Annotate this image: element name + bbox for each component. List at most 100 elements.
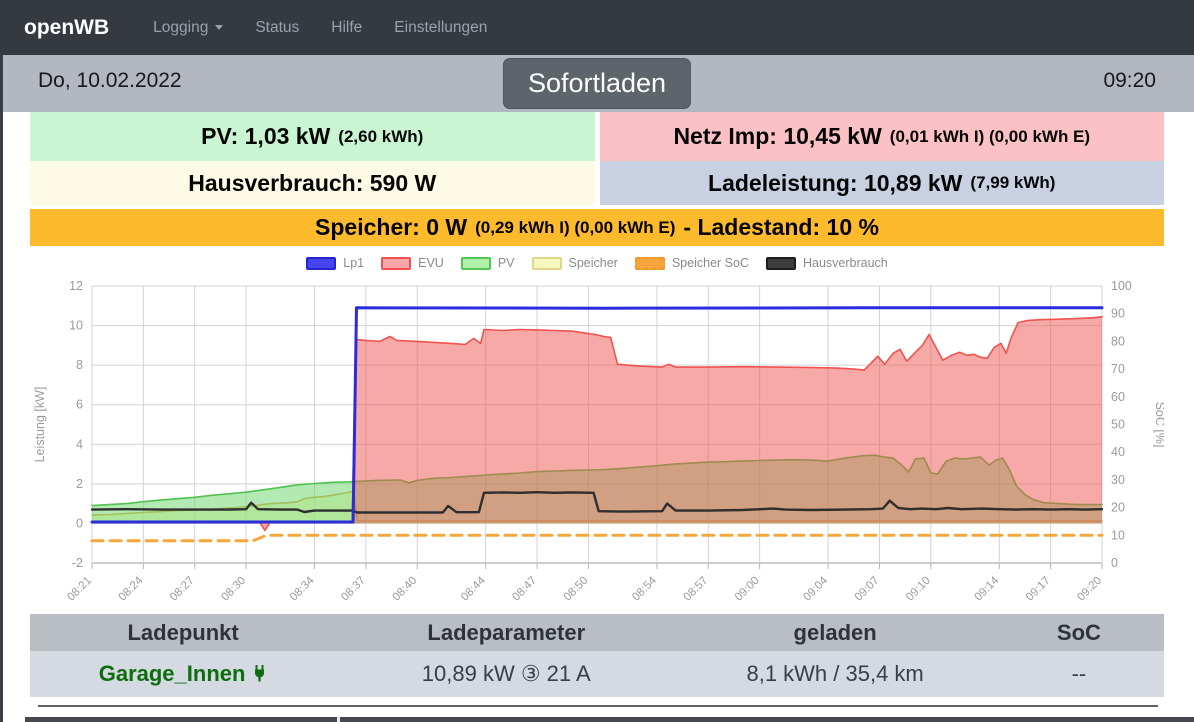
legend-swatch	[381, 256, 412, 270]
svg-text:09:17: 09:17	[1024, 575, 1053, 604]
svg-text:100: 100	[1111, 280, 1132, 293]
legend-swatch	[306, 256, 337, 270]
brand-logo: openWB	[24, 15, 110, 39]
svg-text:30: 30	[1111, 473, 1125, 487]
house-consumption-box: Hausverbrauch: 590 W	[30, 161, 595, 205]
svg-text:80: 80	[1111, 334, 1125, 348]
col-header-soc: SoC	[1056, 619, 1101, 645]
svg-text:60: 60	[1111, 390, 1125, 404]
svg-text:09:20: 09:20	[1075, 575, 1104, 604]
svg-text:08:50: 08:50	[562, 575, 591, 604]
caret-down-icon	[215, 25, 224, 30]
status-header-bar: Do, 10.02.2022 Sofortladen 09:20	[0, 55, 1194, 112]
col-header-geladen: geladen	[793, 619, 877, 645]
svg-text:09:14: 09:14	[973, 574, 1002, 603]
svg-text:SoC [%]: SoC [%]	[1153, 402, 1164, 448]
svg-text:Leistung [kW]: Leistung [kW]	[33, 387, 47, 463]
svg-text:8: 8	[76, 358, 83, 372]
next-section-edge-notch	[337, 717, 340, 722]
charged-amount: 8,1 kWh / 35,4 km	[746, 661, 924, 686]
chargepoint-table: Ladepunkt Ladeparameter geladen SoC Gara…	[30, 614, 1164, 697]
svg-text:09:04: 09:04	[801, 574, 830, 603]
svg-text:09:10: 09:10	[904, 575, 933, 604]
svg-text:08:34: 08:34	[288, 574, 317, 603]
battery-energy-value: (0,29 kWh I) (0,00 kWh E)	[475, 217, 676, 237]
grid-energy-value: (0,01 kWh I) (0,00 kWh E)	[889, 126, 1091, 146]
legend-label: PV	[497, 256, 515, 270]
svg-text:08:57: 08:57	[682, 575, 711, 604]
nav-item-hilfe[interactable]: Hilfe	[331, 18, 363, 36]
svg-text:6: 6	[76, 398, 83, 412]
pv-power-value: PV: 1,03 kW	[201, 123, 331, 149]
svg-text:20: 20	[1111, 501, 1125, 515]
charge-power-box: Ladeleistung: 10,89 kW (7,99 kWh)	[599, 161, 1164, 205]
charge-mode-button[interactable]: Sofortladen	[502, 58, 692, 109]
next-section-edge	[25, 717, 1194, 722]
legend-label: Speicher	[568, 256, 618, 270]
power-chart: 08:21 08:24 08:27 08:30 08:34 08:37 08:40 08:44…	[33, 280, 1164, 604]
chargepoint-parameters: 10,89 kW ③ 21 A	[421, 661, 591, 686]
legend-item-speicher[interactable]: Speicher	[531, 256, 618, 270]
current-date: Do, 10.02.2022	[38, 69, 182, 92]
current-time: 09:20	[1103, 69, 1156, 92]
legend-item-hausverbrauch[interactable]: Hausverbrauch	[765, 256, 888, 270]
svg-text:08:54: 08:54	[630, 574, 659, 603]
pv-power-box: PV: 1,03 kW (2,60 kWh)	[30, 112, 595, 161]
house-consumption-value: Hausverbrauch: 590 W	[188, 169, 437, 196]
nav-item-einstellungen[interactable]: Einstellungen	[394, 18, 488, 36]
svg-text:08:30: 08:30	[219, 575, 248, 604]
svg-text:90: 90	[1111, 307, 1125, 321]
svg-text:08:21: 08:21	[65, 575, 94, 604]
pv-energy-value: (2,60 kWh)	[338, 126, 424, 146]
nav-item-logging[interactable]: Logging	[153, 19, 224, 37]
legend-label: EVU	[418, 256, 444, 270]
col-header-ladeparameter: Ladeparameter	[427, 619, 586, 645]
svg-text:08:40: 08:40	[391, 575, 420, 604]
charge-energy-value: (7,99 kWh)	[970, 173, 1056, 192]
svg-text:4: 4	[76, 437, 83, 451]
chart-legend: Lp1 EVU PV Speicher Speicher SoC Hausverbrauc…	[0, 256, 1194, 270]
svg-text:08:44: 08:44	[459, 574, 488, 603]
svg-text:08:24: 08:24	[117, 574, 146, 603]
grid-power-box: Netz Imp: 10,45 kW (0,01 kWh I) (0,00 kW…	[599, 112, 1164, 161]
battery-soc-value: - Ladestand: 10 %	[683, 214, 879, 240]
svg-text:50: 50	[1111, 418, 1125, 432]
svg-text:0: 0	[1111, 556, 1118, 570]
legend-swatch	[460, 256, 491, 270]
plug-icon	[255, 665, 265, 682]
legend-item-evu[interactable]: EVU	[381, 256, 444, 270]
chargepoint-table-header: Ladepunkt Ladeparameter geladen SoC	[30, 614, 1164, 651]
svg-text:70: 70	[1111, 362, 1125, 376]
legend-item-speicher-soc[interactable]: Speicher SoC	[634, 256, 749, 270]
legend-swatch	[634, 256, 665, 270]
legend-item-lp1[interactable]: Lp1	[306, 256, 364, 270]
svg-text:10: 10	[69, 319, 83, 333]
legend-label: Hausverbrauch	[802, 256, 888, 270]
svg-text:0: 0	[76, 516, 83, 530]
legend-swatch	[531, 256, 562, 270]
grid-power-value: Netz Imp: 10,45 kW	[673, 123, 882, 149]
svg-text:08:47: 08:47	[510, 575, 539, 604]
charge-power-value: Ladeleistung: 10,89 kW	[708, 169, 963, 196]
svg-text:2: 2	[76, 477, 83, 491]
svg-text:09:07: 09:07	[853, 575, 882, 604]
col-header-ladepunkt: Ladepunkt	[127, 619, 239, 645]
nav-item-status[interactable]: Status	[255, 18, 300, 36]
svg-text:10: 10	[1111, 528, 1125, 542]
legend-item-pv[interactable]: PV	[460, 256, 515, 270]
table-row: Garage_Innen 10,89 kW ③ 21 A 8,1 kWh / 3…	[30, 651, 1164, 697]
svg-text:08:27: 08:27	[168, 575, 197, 604]
legend-swatch	[765, 256, 796, 270]
svg-text:09:00: 09:00	[733, 575, 762, 604]
svg-text:40: 40	[1111, 445, 1125, 459]
top-navbar: openWB Logging Status Hilfe Einstellunge…	[0, 0, 1194, 55]
chargepoint-name-link[interactable]: Garage_Innen	[30, 661, 336, 687]
left-edge-border	[0, 55, 3, 722]
chargepoint-soc: --	[1071, 661, 1087, 686]
battery-power-value: Speicher: 0 W	[315, 214, 468, 240]
svg-text:12: 12	[69, 280, 83, 293]
section-divider	[38, 705, 1158, 707]
legend-label: Speicher SoC	[671, 256, 749, 270]
svg-text:-2: -2	[72, 556, 83, 570]
